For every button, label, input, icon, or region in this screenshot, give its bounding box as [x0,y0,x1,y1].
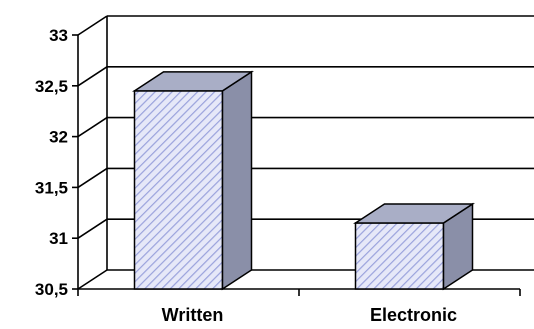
x-tick-label: Written [162,305,224,325]
bar-top [131,71,255,92]
bar-front [133,90,224,290]
bar-top [352,203,476,224]
gridline-side [77,269,108,290]
labels: 30,5 31 31,5 32 32,5 33 Written Electronic [35,26,457,325]
bars [131,70,476,291]
y-tick-label: 31 [49,229,68,248]
y-tick-label: 31,5 [35,178,68,197]
x-tick-label: Electronic [370,305,457,325]
gridline-side [77,15,108,36]
bar [131,70,255,291]
y-tick-label: 30,5 [35,280,68,299]
gridline-side [77,66,108,87]
axes [72,16,521,296]
gridline-side [77,116,108,138]
bar [352,202,476,291]
y-tick-label: 32,5 [35,77,68,96]
gridline-side [77,218,108,239]
gridline-side [77,167,108,189]
y-tick-label: 32 [49,128,68,147]
y-tick-label: 33 [49,26,68,45]
bar-side [221,70,253,291]
bar-front [354,222,445,290]
